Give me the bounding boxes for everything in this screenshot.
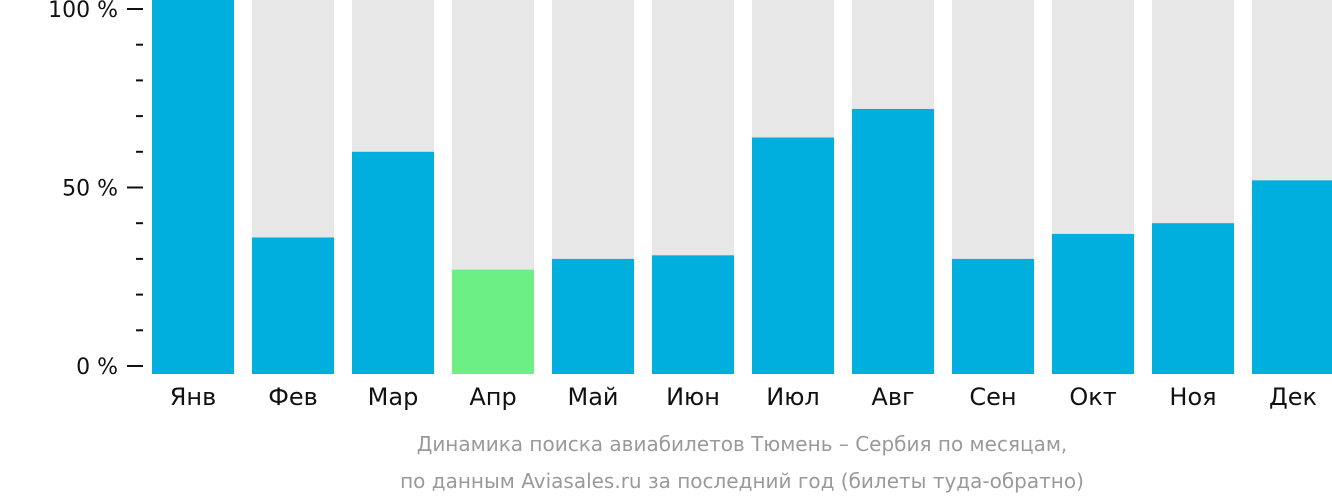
y-tick-label-0: 100 % [48, 0, 118, 23]
bar-4 [552, 258, 634, 374]
x-tick-label-11: Дек [1269, 383, 1317, 411]
x-tick-label-6: Июл [766, 383, 820, 411]
x-tick-label-3: Апр [469, 383, 516, 411]
caption-line-2: по данным Aviasales.ru за последний год … [400, 469, 1084, 493]
y-tick-label-1: 50 % [62, 177, 118, 202]
x-tick-label-9: Окт [1069, 383, 1116, 411]
bar-3 [452, 269, 534, 374]
bar-7 [852, 108, 934, 375]
bar-10 [1152, 223, 1234, 374]
bar-11 [1252, 180, 1332, 374]
bar-0 [152, 0, 234, 374]
x-tick-label-0: Янв [170, 383, 217, 411]
y-axis: 100 % 50 % 0 % [48, 0, 143, 380]
bar-2 [352, 151, 434, 374]
bar-5 [652, 255, 734, 374]
bars [152, 0, 1332, 375]
y-tick-label-2: 0 % [76, 355, 118, 380]
x-tick-label-2: Мар [368, 383, 419, 411]
x-axis-labels: Янв Фев Мар Апр Май Июн Июл Авг Сен Окт Ноя Дек [170, 383, 1317, 411]
x-tick-label-4: Май [567, 383, 618, 411]
x-tick-label-10: Ноя [1169, 383, 1216, 411]
caption-line-1: Динамика поиска авиабилетов Тюмень – Сер… [417, 432, 1068, 456]
x-tick-label-1: Фев [268, 383, 318, 411]
bar-8 [952, 258, 1034, 374]
x-tick-label-7: Авг [871, 383, 914, 411]
bar-6 [752, 137, 834, 374]
x-tick-label-8: Сен [969, 383, 1016, 411]
x-tick-label-5: Июн [666, 383, 720, 411]
bar-9 [1052, 233, 1134, 374]
bar-1 [252, 237, 334, 374]
